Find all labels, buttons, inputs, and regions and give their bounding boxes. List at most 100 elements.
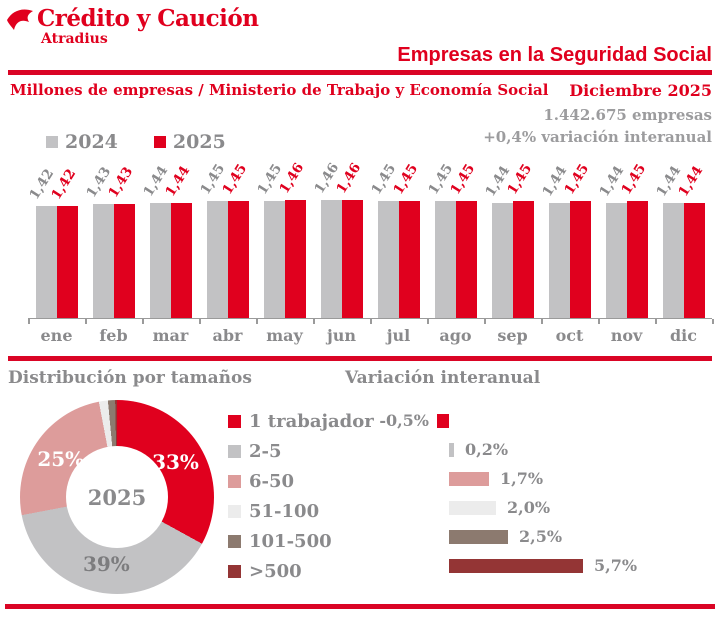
- bar-group-abr: 1,45 1,45: [197, 155, 256, 318]
- bar-group-dic: 1,44 1,44: [653, 155, 712, 318]
- variation-bar->500: [449, 559, 583, 573]
- donut-legend-label: 1 trabajador: [249, 410, 374, 432]
- bar-2024-jun: [320, 200, 342, 318]
- donut-legend: 1 trabajador 2-5 6-50 51-100 101-500 >500: [228, 406, 374, 586]
- donut-legend-item: 101-500: [228, 526, 374, 556]
- bar-group-ago: 1,45 1,45: [425, 155, 484, 318]
- bar-2024-nov: [605, 203, 627, 318]
- axis-tick: [427, 319, 429, 324]
- month-labels-row: ene feb mar abr may jun jul ago sep oct nov dic: [28, 326, 712, 345]
- brand-name: Crédito y Caución: [37, 5, 259, 32]
- bar-value-2025-nov: 1,45: [617, 161, 649, 198]
- month-label-nov: nov: [610, 326, 643, 345]
- variation-value-6-50: 1,7%: [500, 469, 544, 488]
- bar-2025-dic: [683, 203, 705, 318]
- variation-bar-2-5: [449, 443, 454, 457]
- donut-legend-swatch: [228, 414, 241, 428]
- month-label-ene: ene: [40, 326, 73, 345]
- donut-legend-label: 51-100: [249, 500, 320, 522]
- legend-label-2024: 2024: [65, 131, 118, 153]
- series-legend: 2024 2025: [46, 131, 226, 153]
- bar-2025-may: [284, 200, 306, 318]
- donut-legend-swatch: [228, 564, 241, 578]
- bar-group-jun: 1,46 1,46: [311, 155, 370, 318]
- bar-2024-oct: [548, 203, 570, 318]
- donut-legend-item: 1 trabajador: [228, 406, 374, 436]
- axis-tick: [655, 319, 657, 324]
- legend-item-2025: 2025: [153, 131, 226, 153]
- donut-legend-swatch: [228, 504, 241, 518]
- yoy-variation: +0,4% variación interanual: [483, 128, 712, 146]
- axis-tick: [28, 319, 30, 324]
- variation-value-51-100: 2,0%: [507, 498, 551, 517]
- donut-legend-label: >500: [249, 560, 302, 582]
- donut-legend-item: 51-100: [228, 496, 374, 526]
- page-title: Empresas en la Seguridad Social: [397, 44, 712, 66]
- bar-2025-oct: [569, 201, 591, 318]
- month-label-ago: ago: [439, 326, 472, 345]
- bar-value-2025-oct: 1,45: [560, 161, 592, 198]
- bar-group-jul: 1,45 1,45: [368, 155, 427, 318]
- bar-2025-jul: [398, 201, 420, 318]
- bar-2024-abr: [206, 201, 228, 318]
- legend-swatch-2025: [153, 136, 166, 148]
- axis-tick: [484, 319, 486, 324]
- variation-value-101-500: 2,5%: [519, 527, 563, 546]
- variation-value-2-5: 0,2%: [465, 440, 509, 459]
- bar-2025-abr: [227, 201, 249, 318]
- x-axis: [28, 318, 714, 324]
- donut-legend-swatch: [228, 534, 241, 548]
- bar-group-may: 1,45 1,46: [254, 155, 313, 318]
- bar-2025-ene: [56, 206, 78, 318]
- month-label-jun: jun: [326, 326, 357, 345]
- bottom-divider: [5, 604, 715, 609]
- chart-subtitle: Millones de empresas / Ministerio de Tra…: [10, 81, 549, 99]
- axis-tick: [313, 319, 315, 324]
- donut-legend-item: 2-5: [228, 436, 374, 466]
- month-label-may: may: [266, 326, 303, 345]
- axis-tick: [85, 319, 87, 324]
- axis-tick: [598, 319, 600, 324]
- variation-section-title: Variación interanual: [345, 368, 541, 388]
- bar-2024-ago: [434, 201, 456, 318]
- bar-group-sep: 1,44 1,45: [482, 155, 541, 318]
- variation-bar-chart: -0,5% 0,2% 1,7% 2,0% 2,5% 5,7%: [345, 407, 717, 587]
- donut-hole: 2025: [66, 446, 168, 548]
- donut-legend-item: 6-50: [228, 466, 374, 496]
- bar-2025-jun: [341, 200, 363, 318]
- bar-2025-nov: [626, 201, 648, 318]
- bar-2025-sep: [512, 201, 534, 318]
- brand-subname: Atradius: [41, 31, 108, 47]
- bar-2024-jul: [377, 201, 399, 318]
- bar-2024-ene: [35, 206, 57, 318]
- bar-2024-mar: [149, 203, 171, 318]
- donut-legend-swatch: [228, 444, 241, 458]
- size-distribution-donut: 33% 39% 25%: [20, 400, 214, 594]
- variation-bar-51-100: [449, 501, 496, 515]
- bar-2024-sep: [491, 203, 513, 318]
- bar-value-2025-may: 1,46: [275, 160, 307, 197]
- legend-label-2025: 2025: [172, 131, 226, 153]
- axis-tick: [256, 319, 258, 324]
- month-label-dic: dic: [669, 326, 697, 345]
- bar-2024-dic: [662, 203, 684, 318]
- variation-bar-101-500: [449, 530, 508, 544]
- bar-group-ene: 1,42 1,42: [26, 155, 85, 318]
- legend-item-2024: 2024: [46, 131, 118, 153]
- donut-slice-label-39%: 39%: [82, 552, 130, 577]
- monthly-bar-plot: 1,42 1,42 1,43 1,43 1,44 1,44 1,45 1,45 1,45 1,46…: [26, 155, 712, 318]
- bar-group-nov: 1,44 1,45: [596, 155, 655, 318]
- variation-bar-1 trabajador: [437, 414, 449, 428]
- bar-2025-mar: [170, 203, 192, 318]
- donut-legend-label: 101-500: [249, 530, 332, 552]
- legend-swatch-2024: [46, 136, 58, 148]
- donut-center-year: 2025: [87, 484, 147, 510]
- bar-2024-may: [263, 201, 285, 318]
- variation-value-1 trabajador: -0,5%: [379, 411, 429, 430]
- month-label-feb: feb: [99, 326, 128, 345]
- bar-group-oct: 1,44 1,45: [539, 155, 598, 318]
- companies-count: 1.442.675 empresas: [543, 106, 712, 124]
- month-label-oct: oct: [555, 326, 584, 345]
- mid-divider: [8, 356, 712, 361]
